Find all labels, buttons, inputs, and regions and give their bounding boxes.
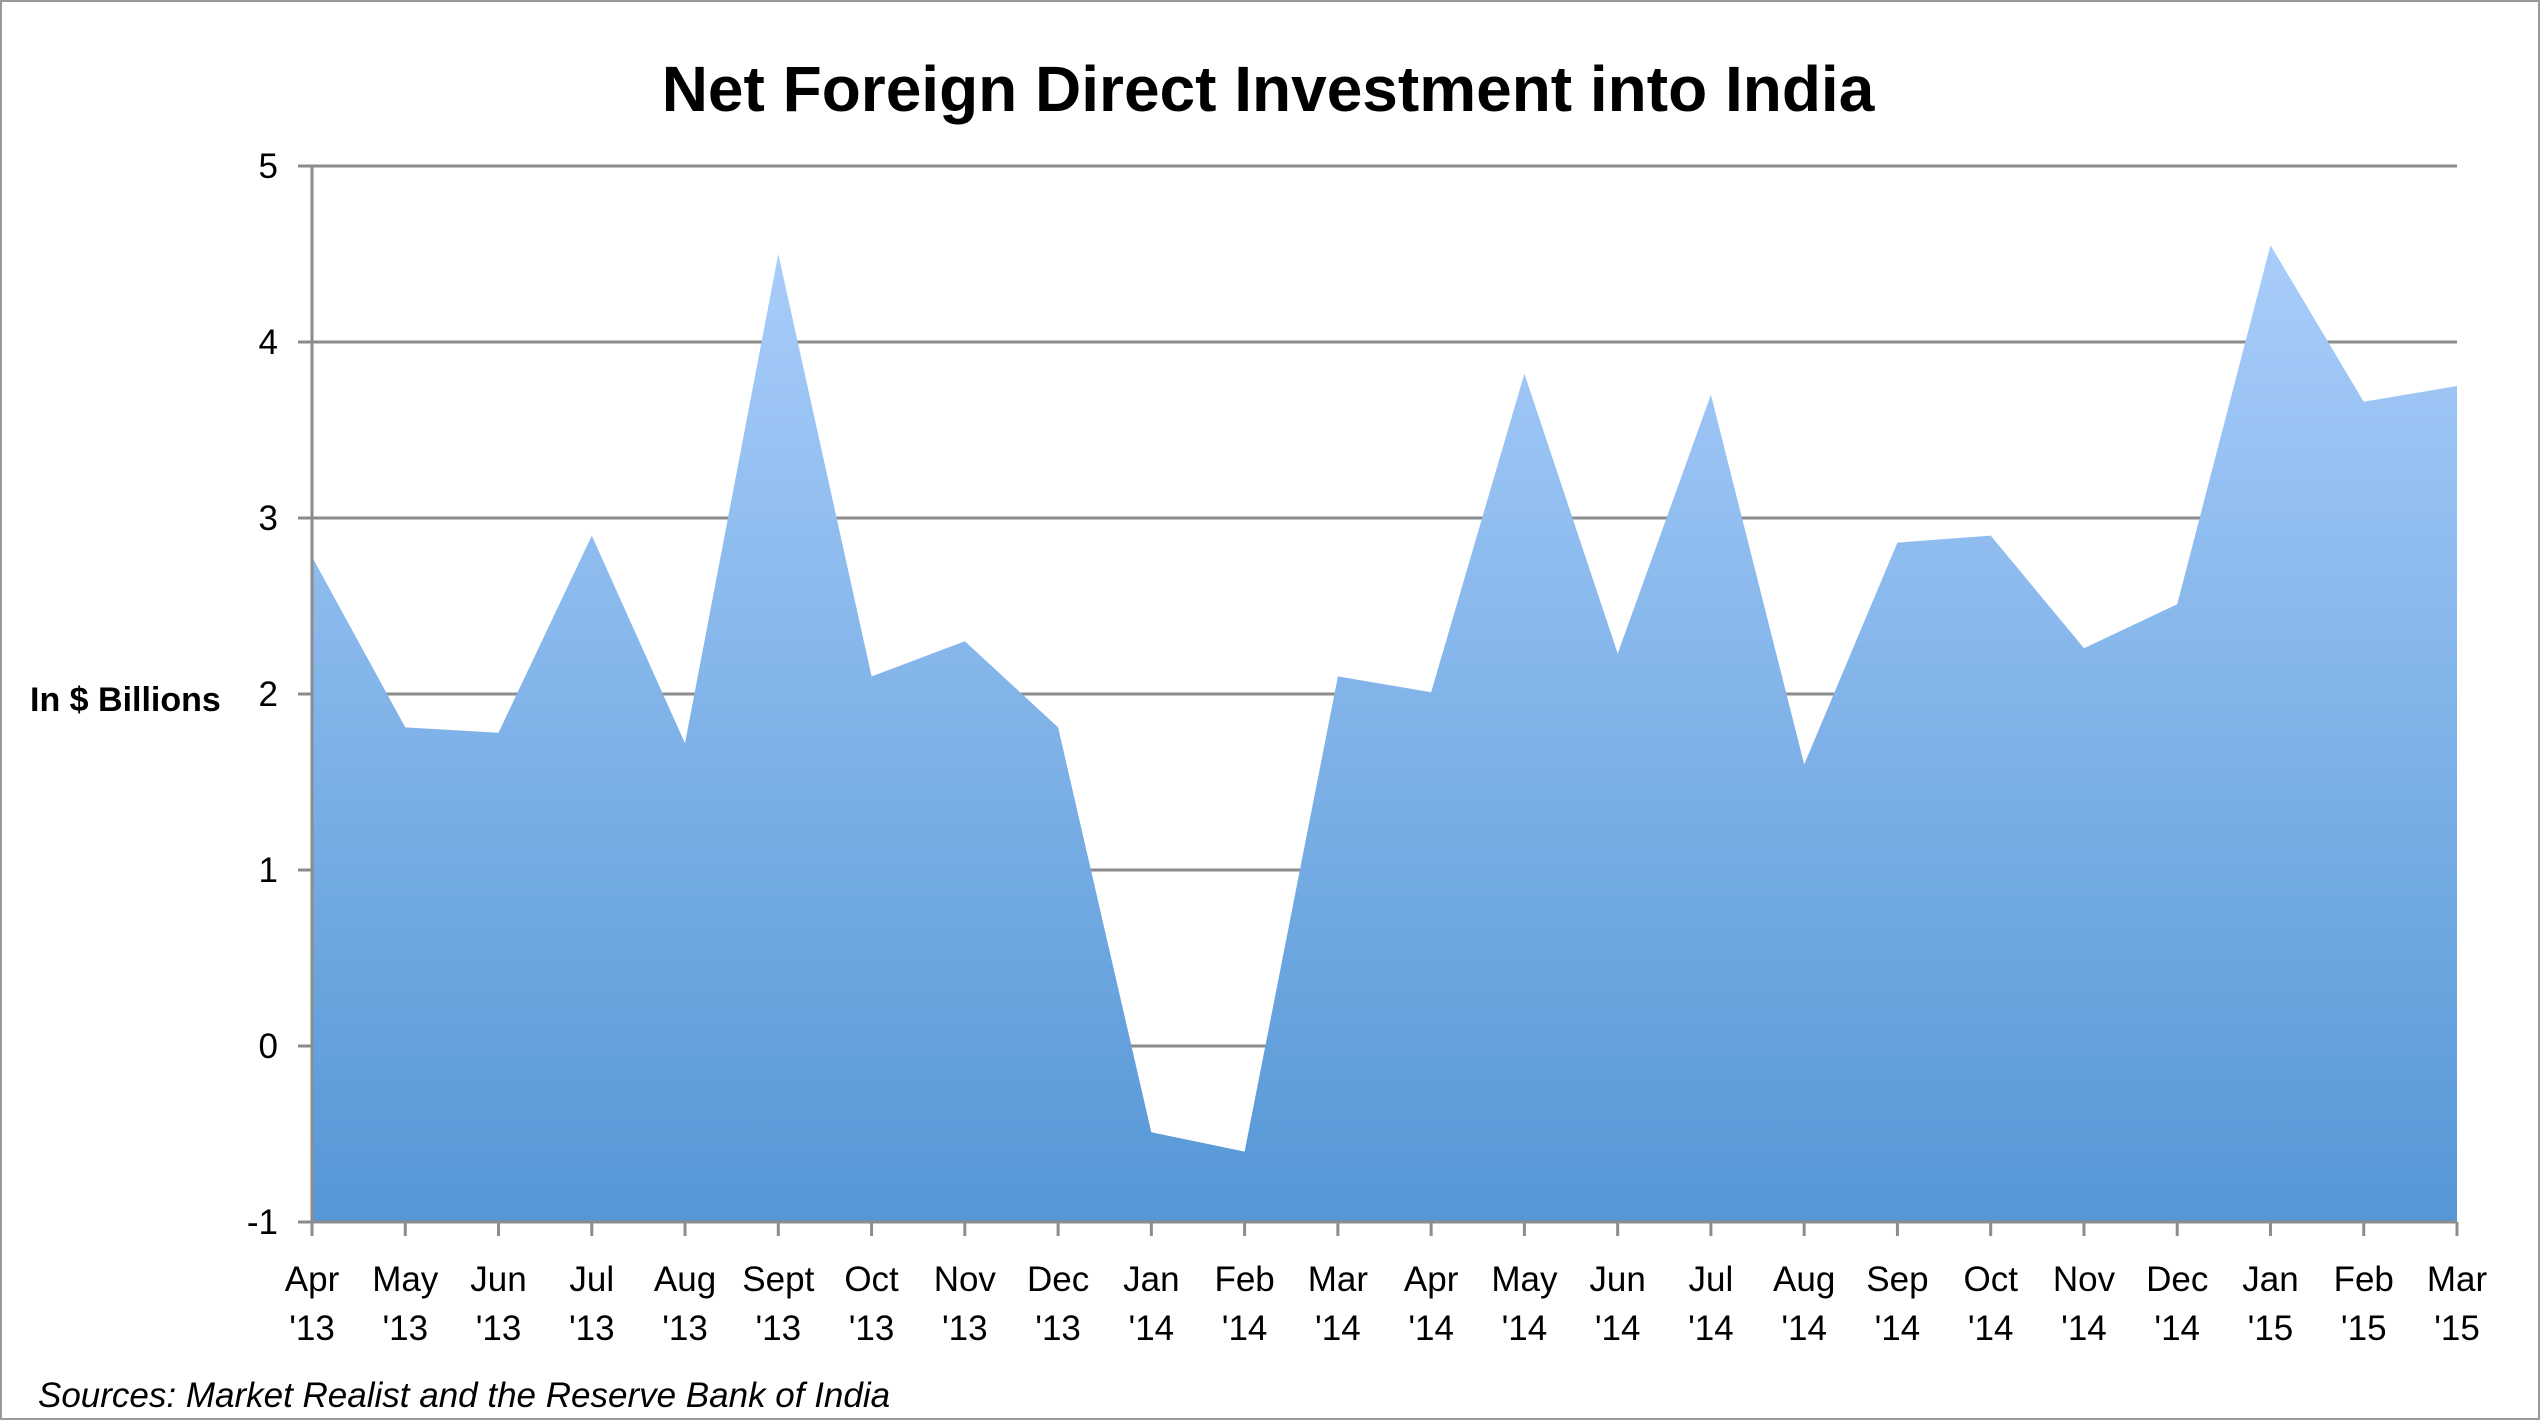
x-tick-labels: Apr '13 May '13 Jun '13 Jul '13 Aug '13 Sept '13 Oct… <box>285 1260 2488 1348</box>
x-tick-label-month: Jun <box>470 1260 526 1299</box>
y-tick-label: 2 <box>259 675 278 714</box>
y-tick-label: 1 <box>259 851 278 890</box>
x-tick-label-year: '14 <box>1408 1309 1454 1348</box>
data-point <box>1989 534 1993 538</box>
x-tick-label-year: '14 <box>1781 1309 1827 1348</box>
x-tick-label-year: '14 <box>1688 1309 1734 1348</box>
x-tick-label-month: Apr <box>1404 1260 1459 1299</box>
y-tick-label: 0 <box>259 1027 278 1066</box>
x-tick-label-year: '14 <box>1129 1309 1175 1348</box>
x-tick-label-month: Oct <box>1963 1260 2018 1299</box>
data-point <box>590 534 594 538</box>
data-point <box>1149 1130 1153 1134</box>
x-tick-label-month: Mar <box>2427 1260 2488 1299</box>
x-tick-label-year: '14 <box>1968 1309 2014 1348</box>
x-tick-label-month: Jun <box>1589 1260 1645 1299</box>
x-tick-label-year: '14 <box>1595 1309 1641 1348</box>
x-tick-label-year: '13 <box>382 1309 428 1348</box>
x-tick-label-year: '13 <box>569 1309 615 1348</box>
data-point <box>2175 602 2179 606</box>
x-tick-label-month: Nov <box>934 1260 997 1299</box>
x-tick-label-year: '14 <box>1315 1309 1361 1348</box>
data-point <box>403 725 407 729</box>
data-point <box>2362 400 2366 404</box>
x-tick-label-year: '15 <box>2341 1309 2387 1348</box>
data-point <box>1243 1150 1247 1154</box>
x-tick-label-month: Dec <box>2146 1260 2208 1299</box>
x-tick-label-year: '13 <box>755 1309 801 1348</box>
data-point <box>1336 674 1340 678</box>
x-tick-label-year: '13 <box>849 1309 895 1348</box>
data-point <box>1802 762 1806 766</box>
x-tick-label-month: Nov <box>2053 1260 2116 1299</box>
x-tick-label-year: '15 <box>2434 1309 2480 1348</box>
x-tick-label-month: Sept <box>742 1260 814 1299</box>
x-tick-label-year: '14 <box>2154 1309 2200 1348</box>
x-tick-label-month: May <box>372 1260 439 1299</box>
y-axis-label: In $ Billions <box>30 681 221 719</box>
y-tick-labels: -1 0 1 2 3 4 5 <box>247 147 278 1242</box>
axes <box>310 166 2459 1236</box>
data-point <box>1895 541 1899 545</box>
data-point <box>1616 652 1620 656</box>
x-tick-label-month: Aug <box>1773 1260 1835 1299</box>
x-tick-label-year: '13 <box>1035 1309 1081 1348</box>
x-tick-label-month: Feb <box>2334 1260 2394 1299</box>
x-tick-label-month: Oct <box>844 1260 899 1299</box>
x-tick-label-month: Dec <box>1027 1260 1089 1299</box>
x-tick-label-year: '15 <box>2248 1309 2294 1348</box>
x-tick-label-year: '14 <box>1502 1309 1548 1348</box>
x-tick-label-month: May <box>1491 1260 1558 1299</box>
data-point <box>2455 384 2459 388</box>
source-note: Sources: Market Realist and the Reserve … <box>38 1376 890 1415</box>
data-point <box>683 741 687 745</box>
x-tick-label-month: Feb <box>1214 1260 1274 1299</box>
data-point <box>963 639 967 643</box>
x-tick-label-month: Aug <box>654 1260 716 1299</box>
y-tick-label: 5 <box>259 147 278 186</box>
x-tick-label-year: '13 <box>476 1309 522 1348</box>
x-tick-label-month: Mar <box>1308 1260 1369 1299</box>
x-tick-label-year: '13 <box>289 1309 335 1348</box>
x-tick-label-month: Sep <box>1866 1260 1928 1299</box>
y-tick-label: 4 <box>259 323 278 362</box>
x-tick-label-year: '14 <box>1222 1309 1268 1348</box>
data-point <box>1056 725 1060 729</box>
y-tick-label: 3 <box>259 499 278 538</box>
y-tick-label: -1 <box>247 1203 278 1242</box>
plot-area <box>312 243 2459 1222</box>
series-area <box>312 245 2457 1222</box>
data-point <box>870 674 874 678</box>
data-point <box>1522 372 1526 376</box>
x-tick-label-year: '14 <box>2061 1309 2107 1348</box>
data-point <box>776 252 780 256</box>
x-tick-label-month: Jul <box>1689 1260 1734 1299</box>
x-tick-label-month: Jan <box>2242 1260 2298 1299</box>
data-point <box>1429 690 1433 694</box>
x-tick-label-month: Jan <box>1123 1260 1179 1299</box>
data-point <box>497 731 501 735</box>
data-point <box>1709 393 1713 397</box>
data-point <box>2082 646 2086 650</box>
data-point <box>2269 243 2273 247</box>
x-tick-label-year: '13 <box>662 1309 708 1348</box>
chart-title: Net Foreign Direct Investment into India <box>662 53 1875 125</box>
x-tick-label-month: Jul <box>569 1260 614 1299</box>
x-tick-label-year: '14 <box>1875 1309 1921 1348</box>
x-tick-label-year: '13 <box>942 1309 988 1348</box>
x-tick-label-month: Apr <box>285 1260 340 1299</box>
